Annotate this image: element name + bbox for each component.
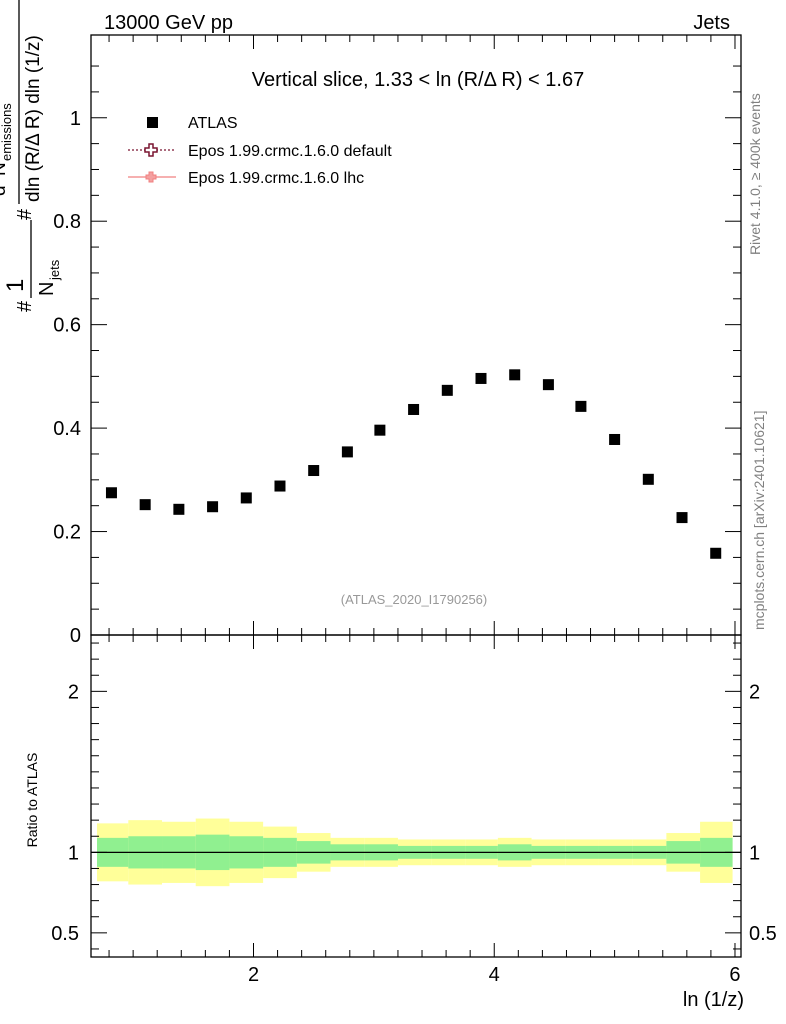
mcplots-label: mcplots.cern.ch [arXiv:2401.10621] — [751, 411, 767, 630]
legend: ATLAS Epos 1.99.crmc.1.6.0 default Epos … — [128, 115, 392, 187]
svg-text:jets: jets — [47, 259, 62, 281]
ratio-y-tick-label-right: 0.5 — [749, 923, 777, 945]
atlas-point — [710, 547, 722, 559]
y-tick-label: 0.4 — [53, 418, 81, 440]
atlas-point — [207, 501, 219, 513]
atlas-point — [274, 480, 286, 492]
svg-text:#: # — [14, 300, 36, 312]
chart-title: Vertical slice, 1.33 < ln (R/Δ R) < 1.67 — [252, 69, 584, 91]
legend-atlas-marker — [147, 117, 158, 128]
atlas-point — [374, 424, 386, 436]
y-tick-label: 1 — [70, 108, 81, 130]
atlas-point — [139, 499, 151, 511]
atlas-point — [575, 400, 587, 412]
svg-text:N: N — [0, 162, 10, 176]
ratio-panel-frame — [90, 634, 742, 958]
ratio-y-tick-label-right: 1 — [749, 842, 760, 864]
ratio-y-tick-label-left: 0.5 — [51, 923, 79, 945]
atlas-point — [408, 403, 420, 415]
x-tick-label: 6 — [729, 964, 740, 986]
atlas-point — [240, 492, 252, 504]
header-right: Jets — [693, 12, 730, 34]
ratio-y-axis-label: Ratio to ATLAS — [24, 753, 40, 848]
legend-lhc-label: Epos 1.99.crmc.1.6.0 lhc — [188, 170, 364, 187]
header-left: 13000 GeV pp — [104, 12, 233, 34]
y-tick-label: 0.6 — [53, 315, 81, 337]
ratio-y-tick-label-right: 2 — [749, 681, 760, 703]
legend-default-label: Epos 1.99.crmc.1.6.0 default — [188, 143, 392, 160]
x-tick-label: 2 — [248, 964, 259, 986]
atlas-point — [308, 465, 320, 477]
svg-text:N: N — [36, 282, 58, 296]
ratio-y-tick-label-left: 2 — [68, 681, 79, 703]
y-tick-label: 0.2 — [53, 522, 81, 544]
atlas-point — [676, 512, 688, 524]
legend-default-marker — [144, 143, 158, 157]
atlas-point — [642, 473, 654, 485]
atlas-point — [105, 487, 117, 499]
atlas-point — [173, 503, 185, 515]
y-tick-label: 0.8 — [53, 211, 81, 233]
atlas-point — [542, 379, 554, 391]
atlas-point — [609, 433, 621, 445]
legend-lhc-marker — [145, 171, 157, 183]
atlas-point — [441, 384, 453, 396]
x-axis-label: ln (1/z) — [683, 989, 744, 1011]
axes: 2 4 6 0 0.2 0.4 0.6 0.8 1 0.5 0.5 1 1 2 2 — [51, 34, 777, 986]
svg-text:#: # — [14, 208, 36, 220]
y-tick-label: 0 — [70, 625, 81, 647]
atlas-point — [475, 372, 487, 384]
svg-text:1: 1 — [2, 279, 29, 292]
rivet-label: Rivet 4.1.0, ≥ 400k events — [747, 93, 763, 255]
svg-text:dln (R/Δ R) dln (1/z): dln (R/Δ R) dln (1/z) — [23, 35, 44, 202]
atlas-point — [341, 446, 353, 458]
main-y-axis-label: # 1 N jets # d 2 N emissions dln (R/Δ R)… — [0, 0, 62, 312]
atlas-point — [509, 369, 521, 381]
svg-text:emissions: emissions — [0, 103, 14, 161]
watermark-label: (ATLAS_2020_I1790256) — [341, 592, 487, 607]
ratio-y-tick-label-left: 1 — [68, 842, 79, 864]
svg-text:d: d — [0, 185, 10, 196]
x-tick-label: 4 — [489, 964, 500, 986]
atlas-data-points — [105, 369, 722, 559]
legend-atlas-label: ATLAS — [188, 115, 238, 132]
